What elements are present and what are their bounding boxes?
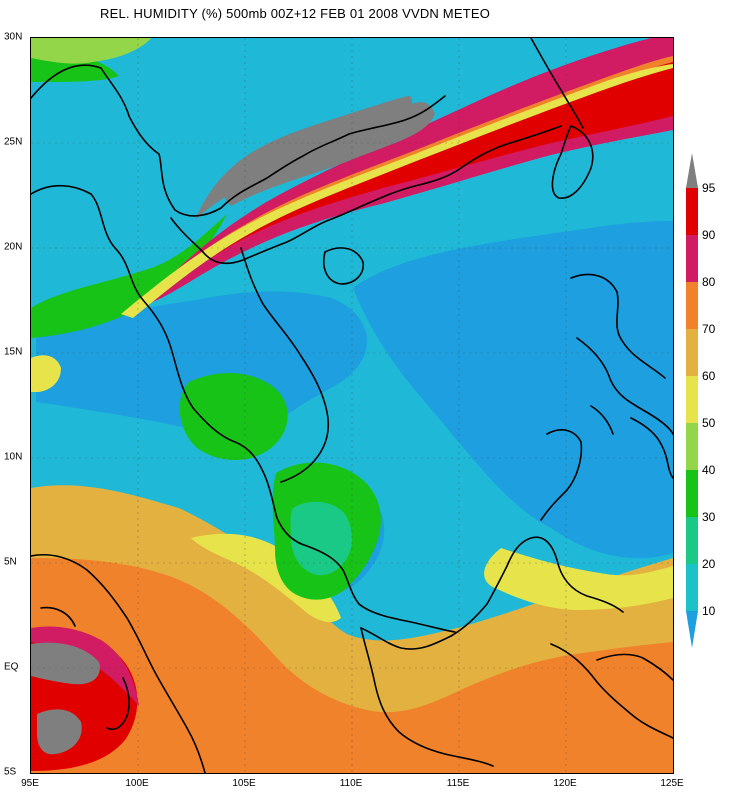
colorbar-band-95 xyxy=(686,188,698,235)
coastlines xyxy=(31,38,673,773)
lat-label-5s: 5S xyxy=(4,766,17,778)
colorbar-label-40: 40 xyxy=(702,463,716,477)
map-title: REL. HUMIDITY (%) 500mb 00Z+12 FEB 01 20… xyxy=(100,6,491,21)
colorbar-label-50: 50 xyxy=(702,416,716,430)
humidity-band-gray-jet-2 xyxy=(224,102,435,206)
colorbar-band-90 xyxy=(686,235,698,282)
lat-label-10n: 10N xyxy=(4,451,23,463)
colorbar-label-80: 80 xyxy=(702,275,716,289)
colorbar-band-80 xyxy=(686,282,698,329)
colorbar-label-20: 20 xyxy=(702,557,716,571)
humidity-map xyxy=(30,37,674,774)
humidity-band-yellow-left xyxy=(31,355,61,392)
colorbar-label-10: 10 xyxy=(702,604,716,618)
lon-label-95e: 95E xyxy=(21,778,39,789)
colorbar-label-90: 90 xyxy=(702,228,716,242)
humidity-band-gray-southwest xyxy=(31,642,100,685)
graticule xyxy=(31,38,673,773)
lat-label-eq: EQ xyxy=(4,661,19,673)
lat-label-5n: 5N xyxy=(4,556,17,568)
colorbar-band-20 xyxy=(686,564,698,611)
humidity-band-gray-southwest-2 xyxy=(37,709,82,755)
lat-label-20n: 20N xyxy=(4,241,23,253)
humidity-band-green-left xyxy=(31,214,227,338)
colorbar-band-30 xyxy=(686,517,698,564)
colorbar-label-70: 70 xyxy=(702,322,716,336)
colorbar-band-40 xyxy=(686,470,698,517)
humidity-band-yellowgreen-northwest xyxy=(31,38,151,64)
colorbar xyxy=(686,153,698,648)
humidity-band-orange-south xyxy=(31,558,673,773)
colorbar-top-arrow xyxy=(686,153,698,188)
lat-label-30n: 30N xyxy=(4,31,23,43)
lon-label-100e: 100E xyxy=(125,778,149,789)
humidity-band-blue-east xyxy=(353,220,673,559)
humidity-band-teal-tongue xyxy=(290,501,353,576)
colorbar-band-60 xyxy=(686,376,698,423)
colorbar-band-70 xyxy=(686,329,698,376)
humidity-band-blue-west xyxy=(36,291,368,432)
humidity-map-svg xyxy=(31,38,673,773)
humidity-band-red-jet xyxy=(163,62,673,288)
lon-label-115e: 115E xyxy=(446,778,470,789)
lon-label-105e: 105E xyxy=(232,778,256,789)
lon-label-110e: 110E xyxy=(339,778,363,789)
lat-label-15n: 15N xyxy=(4,346,23,358)
colorbar-label-95: 95 xyxy=(702,181,716,195)
humidity-band-yellow-south xyxy=(191,533,341,623)
lon-label-120e: 120E xyxy=(553,778,577,789)
humidity-band-yellow-east xyxy=(484,548,673,610)
lat-label-25n: 25N xyxy=(4,136,23,148)
humidity-band-green-central xyxy=(179,372,288,460)
colorbar-label-30: 30 xyxy=(702,510,716,524)
colorbar-label-60: 60 xyxy=(702,369,716,383)
colorbar-band-50 xyxy=(686,423,698,470)
lon-label-125e: 125E xyxy=(660,778,684,789)
colorbar-bottom-arrow xyxy=(686,611,698,648)
